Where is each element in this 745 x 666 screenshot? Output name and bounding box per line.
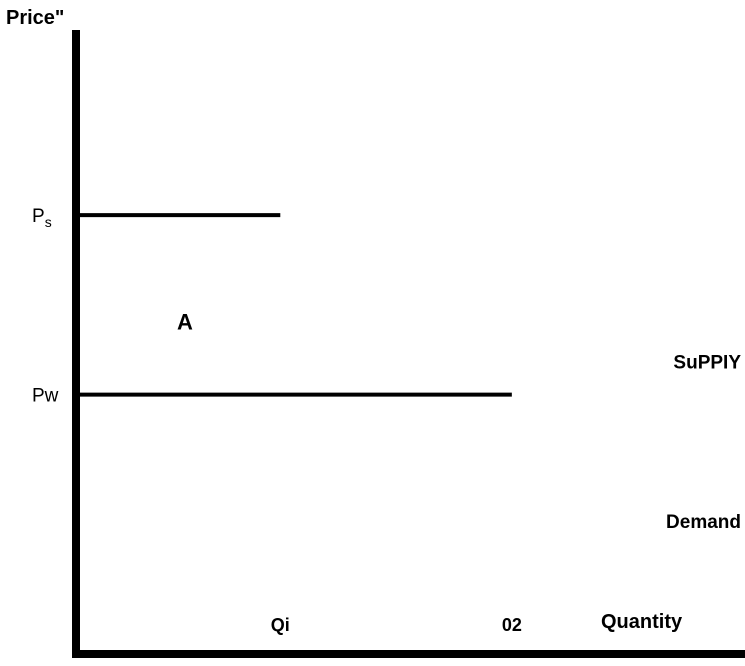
price-label-ps-main: P [32,206,45,227]
y-axis-title: Price" [6,7,64,29]
quantity-label-qi: Qi [271,615,290,635]
x-axis-title: Quantity [601,611,683,633]
supply-label: SuPPIY [673,352,741,373]
price-label-ps-sub: s [45,214,52,230]
region-label-a: A [177,310,193,335]
price-label-pw-main: Pw [32,386,59,407]
quantity-label-02: 02 [502,615,522,635]
demand-label: Demand [666,512,741,533]
price-label-ps: Ps [32,206,52,230]
price-label-pw: Pw [32,386,59,407]
